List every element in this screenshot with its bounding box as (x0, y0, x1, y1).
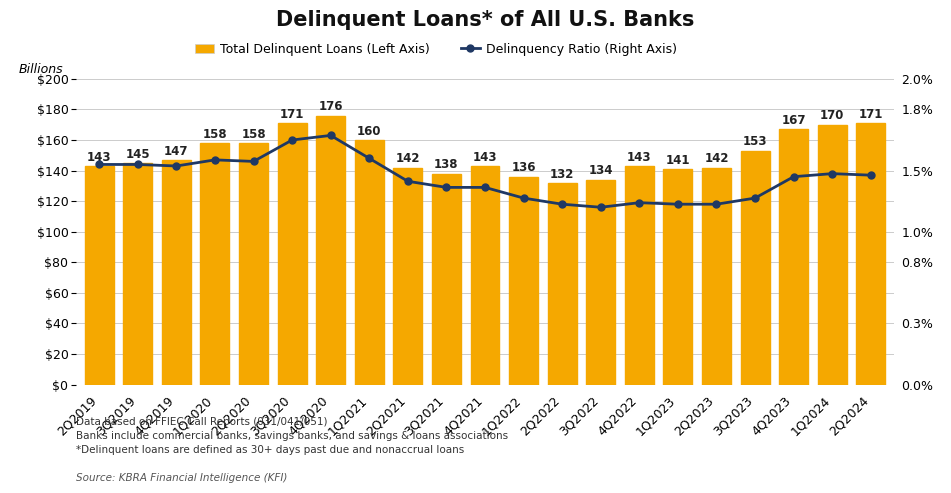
Text: 143: 143 (627, 151, 651, 164)
Bar (586, 180, 615, 385)
Bar (394, 168, 422, 385)
Bar (239, 143, 268, 385)
Delinquency Ratio (Right Axis) (672, 201, 684, 207)
Bar (856, 123, 885, 385)
Bar (162, 160, 191, 385)
Delinquency Ratio (Right Axis) (788, 174, 800, 179)
Text: 158: 158 (242, 128, 266, 141)
Text: Source: KBRA Financial Intelligence (KFI): Source: KBRA Financial Intelligence (KFI… (76, 473, 287, 483)
Text: 170: 170 (820, 109, 844, 122)
Bar (741, 151, 769, 385)
Delinquency Ratio (Right Axis) (402, 178, 414, 184)
Delinquency Ratio (Right Axis) (633, 200, 645, 206)
Line: Delinquency Ratio (Right Axis): Delinquency Ratio (Right Axis) (96, 132, 874, 211)
Text: 145: 145 (126, 147, 150, 161)
Text: 171: 171 (859, 108, 883, 121)
Text: 138: 138 (435, 158, 458, 172)
Delinquency Ratio (Right Axis) (248, 158, 260, 164)
Delinquency Ratio (Right Axis) (363, 155, 375, 161)
Delinquency Ratio (Right Axis) (826, 171, 838, 176)
Text: 160: 160 (357, 125, 381, 138)
Bar (509, 176, 538, 385)
Bar (124, 163, 152, 385)
Text: 142: 142 (396, 152, 420, 165)
Text: 167: 167 (782, 114, 805, 127)
Text: 153: 153 (743, 136, 767, 148)
Bar (702, 168, 731, 385)
Delinquency Ratio (Right Axis) (518, 195, 530, 201)
Bar (625, 166, 653, 385)
Bar (201, 143, 229, 385)
Bar (779, 129, 808, 385)
Text: 141: 141 (666, 154, 690, 167)
Bar (355, 140, 384, 385)
Text: 134: 134 (589, 165, 613, 177)
Text: 143: 143 (473, 151, 497, 164)
Bar (818, 125, 846, 385)
Delinquency Ratio (Right Axis) (865, 172, 877, 178)
Text: 171: 171 (280, 108, 304, 121)
Delinquency Ratio (Right Axis) (209, 157, 221, 163)
Bar (317, 115, 345, 385)
Bar (664, 169, 692, 385)
Delinquency Ratio (Right Axis) (170, 163, 182, 169)
Text: Billions: Billions (19, 63, 64, 76)
Text: Data based on FFIEC Call Reports (031/041/051)
Banks include commercial banks, s: Data based on FFIEC Call Reports (031/04… (76, 417, 508, 455)
Bar (432, 174, 461, 385)
Bar (471, 166, 499, 385)
Text: 143: 143 (87, 151, 111, 164)
Title: Delinquent Loans* of All U.S. Banks: Delinquent Loans* of All U.S. Banks (276, 10, 694, 30)
Bar (548, 183, 576, 385)
Text: 136: 136 (512, 161, 535, 175)
Delinquency Ratio (Right Axis) (325, 133, 337, 139)
Delinquency Ratio (Right Axis) (749, 195, 761, 201)
Bar (85, 166, 114, 385)
Delinquency Ratio (Right Axis) (479, 184, 491, 190)
Text: 158: 158 (203, 128, 227, 141)
Text: 147: 147 (165, 144, 188, 158)
Delinquency Ratio (Right Axis) (595, 204, 607, 210)
Text: 142: 142 (705, 152, 728, 165)
Delinquency Ratio (Right Axis) (93, 162, 105, 168)
Text: 132: 132 (550, 168, 574, 180)
Delinquency Ratio (Right Axis) (132, 162, 144, 168)
Delinquency Ratio (Right Axis) (556, 201, 568, 207)
Delinquency Ratio (Right Axis) (440, 184, 452, 190)
Text: 176: 176 (319, 100, 343, 113)
Delinquency Ratio (Right Axis) (710, 201, 722, 207)
Legend: Total Delinquent Loans (Left Axis), Delinquency Ratio (Right Axis): Total Delinquent Loans (Left Axis), Deli… (190, 38, 682, 61)
Bar (278, 123, 306, 385)
Delinquency Ratio (Right Axis) (286, 137, 298, 143)
